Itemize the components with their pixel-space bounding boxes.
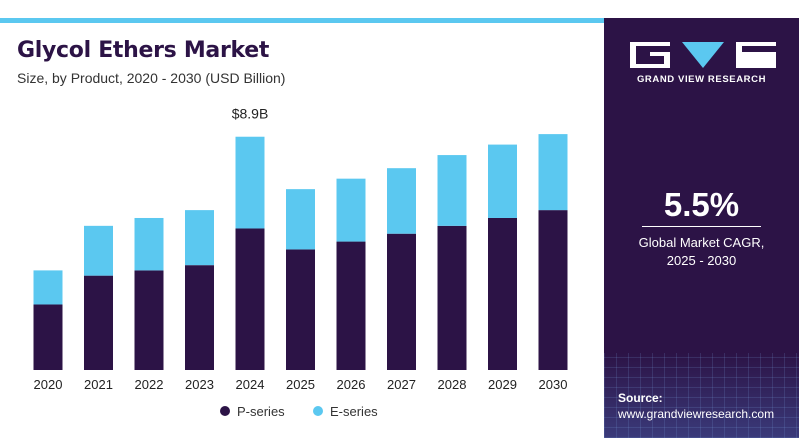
source-url[interactable]: www.grandviewresearch.com xyxy=(618,407,775,421)
x-tick-label-2029: 2029 xyxy=(488,377,517,392)
legend-label-e-series: E-series xyxy=(330,404,378,419)
x-tick-label-2021: 2021 xyxy=(84,377,113,392)
x-tick-label-2030: 2030 xyxy=(539,377,568,392)
bar-e-series-2028 xyxy=(437,155,467,226)
bar-p-series-2022 xyxy=(134,270,164,370)
legend-swatch-e-series xyxy=(313,406,323,416)
bar-e-series-2025 xyxy=(286,189,315,250)
bar-e-series-2027 xyxy=(387,168,416,234)
cagr-value: 5.5% xyxy=(663,186,740,223)
source-title: Source: xyxy=(618,391,663,405)
bar-e-series-2026 xyxy=(336,178,366,242)
legend-swatch-p-series xyxy=(220,406,230,416)
data-label-2024: $8.9B xyxy=(232,106,269,122)
bar-p-series-2020 xyxy=(33,304,63,370)
bar-p-series-2023 xyxy=(185,265,214,370)
bar-e-series-2021 xyxy=(84,225,113,276)
top-accent-strip xyxy=(0,18,604,23)
x-tick-label-2023: 2023 xyxy=(185,377,214,392)
chart-subtitle: Size, by Product, 2020 - 2030 (USD Billi… xyxy=(17,70,286,86)
bar-e-series-2023 xyxy=(185,210,214,266)
cagr-label: Global Market CAGR, xyxy=(638,235,765,250)
bar-p-series-2024 xyxy=(235,228,265,370)
x-tick-label-2022: 2022 xyxy=(135,377,164,392)
bar-p-series-2028 xyxy=(437,225,467,370)
bar-e-series-2022 xyxy=(134,217,164,271)
x-tick-label-2026: 2026 xyxy=(337,377,366,392)
bar-p-series-2027 xyxy=(387,233,416,370)
bar-p-series-2029 xyxy=(488,217,517,370)
bar-p-series-2030 xyxy=(538,210,568,370)
brand-name: GRAND VIEW RESEARCH xyxy=(636,74,767,85)
x-tick-label-2028: 2028 xyxy=(438,377,467,392)
x-tick-label-2025: 2025 xyxy=(286,377,315,392)
bar-p-series-2025 xyxy=(286,249,315,370)
legend-label-p-series: P-series xyxy=(237,404,285,419)
bar-p-series-2026 xyxy=(336,241,366,370)
bar-e-series-2030 xyxy=(538,134,568,211)
bar-e-series-2029 xyxy=(488,144,517,218)
chart-title: Glycol Ethers Market xyxy=(17,38,270,63)
bar-p-series-2021 xyxy=(84,275,113,370)
bar-e-series-2024 xyxy=(235,136,265,229)
x-tick-label-2027: 2027 xyxy=(387,377,416,392)
cagr-divider xyxy=(642,226,761,227)
x-tick-label-2020: 2020 xyxy=(34,377,63,392)
grand-view-research-logo xyxy=(630,42,776,68)
cagr-period: 2025 - 2030 xyxy=(666,253,737,268)
bar-chart: 2020 2021 2022 2023 2024 2025 2026 2027 2028 2029… xyxy=(33,106,568,419)
x-tick-label-2024: 2024 xyxy=(236,377,265,392)
bar-e-series-2020 xyxy=(33,270,63,305)
panel-grid-decoration xyxy=(604,353,799,438)
info-panel: GRAND VIEW RESEARCH 5.5% Global Market C… xyxy=(604,18,799,438)
